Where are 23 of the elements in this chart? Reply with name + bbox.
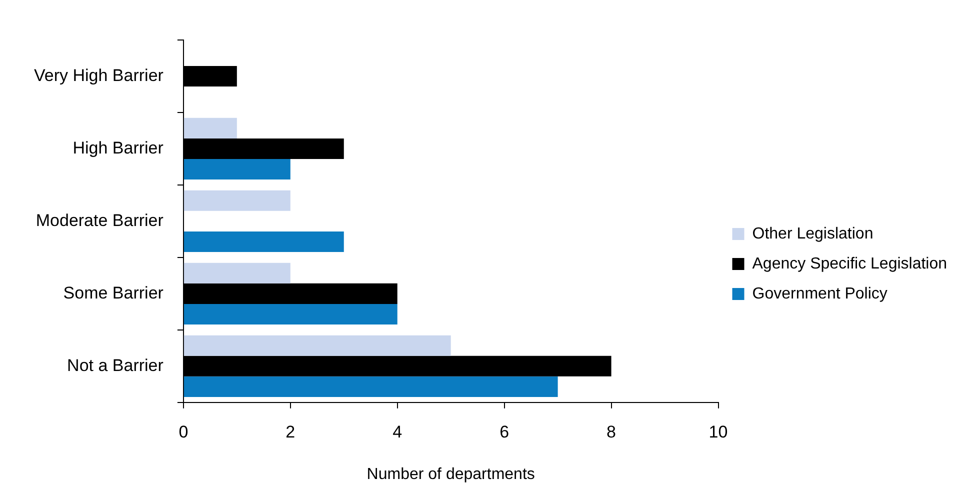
- x-tick-label: 2: [286, 422, 296, 442]
- legend-label: Other Legislation: [752, 225, 874, 242]
- bar: [184, 158, 290, 180]
- y-tick-label: Moderate Barrier: [36, 210, 164, 230]
- bar: [184, 376, 558, 397]
- x-tick-label: 4: [392, 422, 402, 442]
- x-tick-label: 6: [500, 422, 510, 442]
- bar: [184, 335, 451, 356]
- bar: [184, 118, 237, 138]
- bar: [184, 190, 290, 211]
- x-tick-label: 10: [708, 422, 728, 442]
- bar: [184, 304, 398, 324]
- y-tick-label: High Barrier: [72, 138, 164, 158]
- legend-label: Government Policy: [752, 285, 888, 302]
- x-tick-label: 8: [606, 422, 616, 442]
- y-tick-label: Some Barrier: [63, 283, 164, 302]
- x-axis-title: Number of departments: [366, 466, 535, 483]
- bar: [184, 262, 290, 284]
- y-tick-label: Very High Barrier: [34, 66, 164, 85]
- y-tick-label: Not a Barrier: [67, 356, 164, 375]
- bar: [184, 231, 344, 252]
- legend-label: Agency Specific Legislation: [752, 255, 948, 272]
- x-tick-label: 0: [178, 422, 188, 442]
